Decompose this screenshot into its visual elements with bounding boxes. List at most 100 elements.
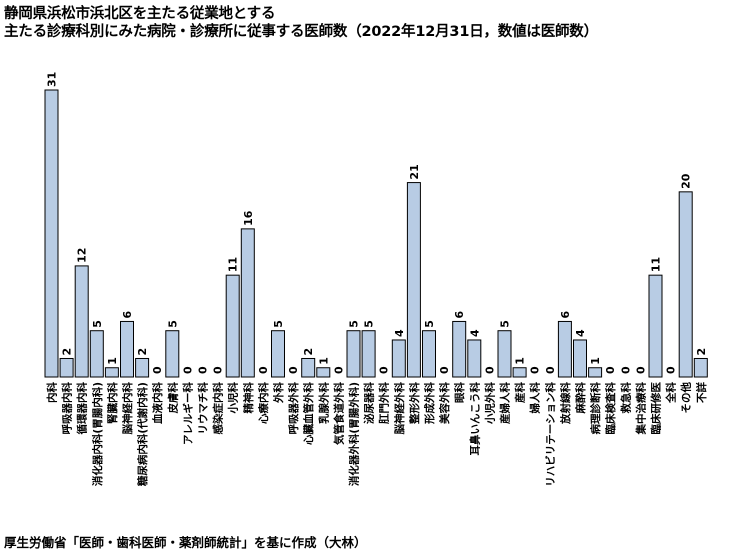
value-label-29: 0 [483,366,496,374]
bar-35 [573,339,587,378]
value-label-13: 16 [242,210,255,226]
value-label-36: 1 [589,357,602,365]
category-label-8: 皮膚科 [166,382,179,415]
bar-40 [648,274,663,378]
category-label-19: 気管食道外科 [332,382,345,446]
value-label-14: 0 [257,366,270,374]
category-label-15: 外科 [272,382,285,404]
bar-8 [165,330,180,378]
category-label-35: 麻酔科 [574,382,587,415]
value-label-43: 2 [695,348,708,356]
value-label-31: 1 [514,357,527,365]
category-label-28: 耳鼻いんこう科 [468,382,481,456]
category-label-18: 乳腺外科 [317,382,330,424]
value-label-25: 5 [423,320,436,328]
bar-17 [301,357,316,378]
value-label-28: 4 [468,329,481,337]
category-label-14: 心療内科 [257,382,270,424]
category-label-41: 全科 [665,382,678,404]
bar-5 [120,320,134,378]
bar-3 [89,330,104,378]
value-label-17: 2 [302,348,315,356]
bar-43 [693,357,708,378]
bar-27 [452,320,467,378]
value-label-9: 0 [181,366,194,374]
value-label-32: 0 [529,366,542,374]
value-label-3: 5 [91,320,104,328]
category-label-13: 精神科 [242,382,255,414]
chart-title: 静岡県浜松市浜北区を主たる従業地とする [4,6,276,22]
bar-21 [361,330,376,378]
value-label-24: 21 [408,164,421,179]
value-label-41: 0 [665,366,678,374]
bar-13 [240,228,255,378]
category-label-31: 産科 [514,382,527,403]
bar-24 [406,182,421,378]
bar-23 [391,339,406,378]
plot-area: 31内科2呼吸器内科12循環器内科5消化器内科(胃腸内科)1腎臓内科6脳神経内科… [44,72,708,487]
category-label-16: 呼吸器外科 [287,382,300,435]
bar-30 [497,330,512,378]
value-label-11: 0 [212,366,225,374]
value-label-7: 0 [151,366,164,374]
category-label-7: 血液内科 [151,382,164,424]
value-label-42: 20 [680,173,693,189]
value-label-21: 5 [363,320,376,328]
value-label-1: 2 [61,348,74,356]
category-label-12: 小児科 [227,382,240,415]
value-label-15: 5 [272,320,285,328]
bar-36 [588,367,603,378]
bar-20 [346,330,361,378]
value-label-22: 0 [378,366,391,374]
category-label-0: 内科 [46,382,59,403]
value-label-35: 4 [574,329,587,337]
value-label-8: 5 [166,320,179,328]
value-label-20: 5 [348,320,361,328]
category-label-32: 婦人科 [529,382,542,415]
value-label-37: 0 [604,366,617,374]
value-label-23: 4 [393,329,406,337]
category-label-40: 臨床研修医 [650,382,663,435]
bar-2 [74,265,89,378]
value-label-26: 0 [438,366,451,374]
value-label-33: 0 [544,366,557,374]
value-label-38: 0 [619,366,632,374]
category-label-36: 病理診断科 [589,382,602,435]
value-label-39: 0 [634,366,647,374]
bar-12 [225,274,240,378]
bar-18 [316,367,331,378]
bar-42 [678,191,693,378]
source-note: 厚生労働省「医師・歯科医師・薬剤師統計」を基に作成（大林） [4,535,367,550]
category-label-27: 眼科 [453,382,466,403]
category-label-17: 心臓血管外科 [302,382,315,445]
bar-0 [44,89,59,378]
category-label-30: 産婦人科 [499,382,512,424]
value-label-40: 11 [650,257,663,272]
bar-15 [271,330,285,378]
value-label-4: 1 [106,357,119,365]
category-label-23: 脳神経外科 [393,382,406,435]
category-label-20: 消化器外科(胃腸外科) [348,382,361,486]
category-label-37: 臨床検査科 [604,382,617,435]
category-label-33: リハビリテーション科 [544,382,557,487]
category-label-5: 脳神経内科 [121,382,134,435]
category-label-38: 救急科 [619,382,632,414]
category-label-25: 形成外科 [423,382,436,424]
value-label-18: 1 [317,357,330,365]
bar-1 [59,357,74,378]
value-label-2: 12 [76,248,89,263]
value-label-34: 6 [559,310,572,318]
value-label-6: 2 [136,348,149,356]
category-label-4: 腎臓内科 [106,382,119,424]
bar-31 [512,367,527,378]
bar-34 [557,320,572,378]
category-label-24: 整形外科 [408,382,421,425]
bar-28 [467,339,482,378]
value-label-27: 6 [453,310,466,318]
category-label-9: アレルギー科 [181,382,194,445]
category-label-6: 糖尿病内科(代謝内科) [136,382,149,486]
chart-subtitle: 主たる診療科別にみた病院・診療所に従事する医師数（2022年12月31日，数値は… [4,24,598,40]
category-label-2: 循環器内科 [76,382,89,435]
value-label-30: 5 [499,320,512,328]
